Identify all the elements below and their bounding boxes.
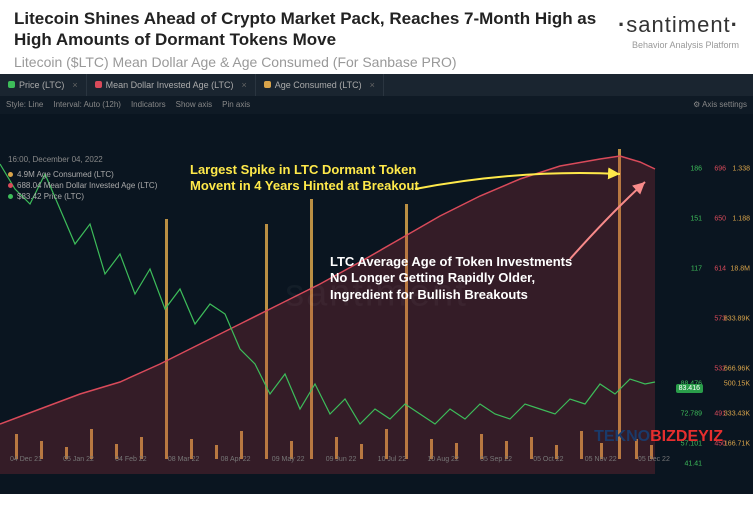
series-tab[interactable]: Price (LTC) × — [0, 74, 87, 96]
x-tick: 08 Apr 22 — [221, 456, 251, 472]
y-tick: 18.8M — [731, 265, 750, 272]
chart-area: Price (LTC)×Mean Dollar Invested Age (LT… — [0, 74, 753, 494]
y-tick: 41.41 — [684, 460, 702, 467]
series-tab[interactable]: Age Consumed (LTC) × — [256, 74, 384, 96]
y-axis: 1.3381.18818.8M833.89K666.96K500.15K333.… — [728, 114, 752, 474]
y-tick: 186 — [690, 165, 702, 172]
overlay-part2: BIZDEYIZ — [650, 428, 723, 445]
header: Litecoin Shines Ahead of Crypto Market P… — [0, 0, 753, 74]
y-tick: 72.789 — [681, 410, 702, 417]
overlay-logo: TEKNOBIZDEYIZ — [594, 428, 723, 446]
toolbar-pinaxis[interactable]: Pin axis — [222, 100, 250, 109]
y-axis: 696650614573532491450 — [704, 114, 728, 474]
y-tick: 696 — [714, 165, 726, 172]
y-tick: 1.338 — [732, 165, 750, 172]
tooltip-row: 4.9M Age Consumed (LTC) — [8, 169, 157, 180]
x-tick: 08 Mar 22 — [168, 456, 200, 472]
chart-toolbar: Style: Line Interval: Auto (12h) Indicat… — [0, 96, 753, 114]
y-tick: 117 — [691, 265, 702, 272]
x-tick: 10 Aug 22 — [427, 456, 459, 472]
price-badge: 83.416 — [676, 384, 703, 393]
overlay-part1: TEKNO — [594, 428, 650, 445]
chart-tooltip: 16:00, December 04, 2022 4.9M Age Consum… — [8, 154, 157, 203]
brand-subtitle: Behavior Analysis Platform — [618, 40, 739, 50]
tooltip-dot — [8, 183, 13, 188]
y-tick: 833.89K — [724, 315, 750, 322]
header-right: ·santiment· Behavior Analysis Platform — [618, 8, 739, 70]
series-tabs: Price (LTC)×Mean Dollar Invested Age (LT… — [0, 74, 753, 96]
tab-indicator — [264, 81, 271, 88]
annotation-spike: Largest Spike in LTC Dormant Token Moven… — [190, 162, 430, 196]
tooltip-text: 4.9M Age Consumed (LTC) — [17, 169, 114, 180]
x-tick: 05 Sep 22 — [480, 456, 512, 472]
tooltip-row: $83.42 Price (LTC) — [8, 191, 157, 202]
y-tick: 650 — [714, 215, 726, 222]
x-tick: 04 Dec 21 — [10, 456, 42, 472]
tab-label: Mean Dollar Invested Age (LTC) — [106, 80, 234, 90]
brand-text: santiment — [626, 12, 730, 37]
tab-label: Price (LTC) — [19, 80, 64, 90]
close-icon[interactable]: × — [242, 80, 247, 90]
y-tick: 1.188 — [732, 215, 750, 222]
x-axis: 04 Dec 21 05 Jan 22 04 Feb 22 08 Mar 22 08 A… — [0, 456, 680, 472]
x-tick: 05 Nov 22 — [585, 456, 617, 472]
y-tick: 166.71K — [724, 440, 750, 447]
series-tab[interactable]: Mean Dollar Invested Age (LTC) × — [87, 74, 256, 96]
x-tick: 09 May 22 — [272, 456, 305, 472]
y-axes: 18615111788.47672.78957.10141.4169665061… — [680, 114, 753, 474]
tab-indicator — [95, 81, 102, 88]
brand-logo: ·santiment· — [618, 12, 739, 38]
tooltip-date: 16:00, December 04, 2022 — [8, 154, 157, 165]
toolbar-interval[interactable]: Interval: Auto (12h) — [53, 100, 121, 109]
x-tick: 05 Oct 22 — [533, 456, 563, 472]
tooltip-dot — [8, 194, 13, 199]
tab-indicator — [8, 81, 15, 88]
axis-settings-icon[interactable]: ⚙ Axis settings — [693, 100, 747, 109]
y-tick: 333.43K — [724, 410, 750, 417]
toolbar-showaxis[interactable]: Show axis — [176, 100, 212, 109]
chart-canvas[interactable]: santiment 18615111788.47672.78957.10141.… — [0, 114, 753, 474]
x-tick: 05 Jan 22 — [63, 456, 94, 472]
header-left: Litecoin Shines Ahead of Crypto Market P… — [14, 8, 618, 70]
arrow-pink — [560, 174, 660, 264]
close-icon[interactable]: × — [72, 80, 77, 90]
y-tick: 500.15K — [724, 380, 750, 387]
x-tick: 10 Jul 22 — [378, 456, 406, 472]
page-title: Litecoin Shines Ahead of Crypto Market P… — [14, 8, 618, 51]
annotation-age: LTC Average Age of Token Investments No … — [330, 254, 590, 305]
y-axis: 18615111788.47672.78957.10141.41 — [680, 114, 704, 474]
tooltip-row: 688.04 Mean Dollar Invested Age (LTC) — [8, 180, 157, 191]
tooltip-text: 688.04 Mean Dollar Invested Age (LTC) — [17, 180, 157, 191]
toolbar-indicators[interactable]: Indicators — [131, 100, 166, 109]
x-tick: 04 Feb 22 — [115, 456, 147, 472]
x-tick: 09 Jun 22 — [326, 456, 357, 472]
page-subtitle: Litecoin ($LTC) Mean Dollar Age & Age Co… — [14, 54, 618, 70]
y-tick: 666.96K — [724, 365, 750, 372]
close-icon[interactable]: × — [370, 80, 375, 90]
tooltip-dot — [8, 172, 13, 177]
toolbar-style[interactable]: Style: Line — [6, 100, 43, 109]
tooltip-text: $83.42 Price (LTC) — [17, 191, 84, 202]
x-tick: 05 Dec 22 — [638, 456, 670, 472]
y-tick: 614 — [714, 265, 726, 272]
y-tick: 151 — [690, 215, 702, 222]
tab-label: Age Consumed (LTC) — [275, 80, 362, 90]
